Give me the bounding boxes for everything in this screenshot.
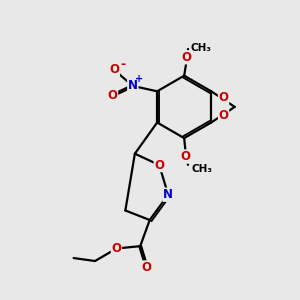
Text: CH₃: CH₃	[191, 164, 212, 174]
Text: O: O	[181, 150, 191, 163]
Text: O: O	[111, 242, 122, 255]
Text: CH₃: CH₃	[190, 43, 211, 53]
Text: N: N	[163, 188, 173, 201]
Text: O: O	[142, 261, 152, 274]
Text: O: O	[219, 110, 229, 122]
Text: N: N	[128, 80, 138, 92]
Text: O: O	[108, 89, 118, 102]
Text: O: O	[154, 158, 164, 172]
Text: -: -	[120, 58, 125, 71]
Text: O: O	[182, 51, 192, 64]
Text: O: O	[110, 63, 119, 76]
Text: +: +	[135, 74, 143, 84]
Text: O: O	[219, 92, 229, 104]
